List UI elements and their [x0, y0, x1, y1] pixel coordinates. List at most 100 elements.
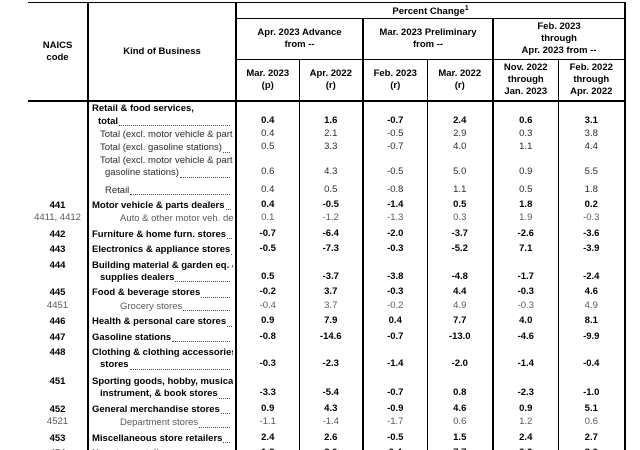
naics-code: 441 — [28, 197, 89, 213]
value-cell: 4.3 — [298, 154, 363, 180]
value-cell: -3.7 — [426, 225, 493, 242]
value-cell: 2.1 — [298, 127, 363, 142]
business-name-text: Health & personal care stores — [92, 316, 227, 328]
value-cell: 4.4 — [557, 141, 627, 155]
value-cell: -0.3 — [235, 344, 299, 372]
group-header-mar2023-preliminary: Mar. 2023 Preliminary from -- — [362, 18, 493, 61]
value-cell: -4.8 — [426, 256, 493, 285]
value-cell: -0.8 — [362, 179, 427, 197]
value-cell: -0.9 — [362, 400, 427, 417]
value-cell: -2.3 — [298, 344, 363, 372]
value-cell: 4.6 — [557, 284, 627, 300]
value-cell: 0.5 — [298, 179, 363, 197]
value-cell: 2.9 — [426, 127, 493, 142]
retail-sales-table-wrapper: NAICS code Kind of Business Percent Chan… — [28, 2, 627, 450]
value-cell: 0.6 — [426, 416, 493, 430]
value-cell: -0.7 — [362, 328, 427, 345]
value-cell: 0.4 — [235, 179, 299, 197]
col-header-mar2022r: Mar. 2022 (r) — [426, 59, 493, 103]
value-cell: -2.0 — [362, 225, 427, 242]
value-cell: 1.8 — [557, 179, 627, 197]
dot-leader — [175, 281, 230, 283]
value-cell: 0.9 — [492, 400, 558, 417]
value-cell: 0.2 — [557, 197, 627, 213]
dot-leader — [130, 194, 230, 195]
value-cell: -1.4 — [362, 344, 427, 372]
value-cell: -1.7 — [492, 256, 558, 285]
business-name-text: instrument, & book stores — [100, 388, 218, 400]
business-name-text: Retail & food services, — [92, 103, 194, 115]
table-row: 444 Building material & garden eq. & suppl… — [28, 256, 627, 285]
dot-leader — [179, 176, 230, 178]
business-name: Sporting goods, hobby, musical instrument… — [88, 371, 237, 401]
value-cell: -7.3 — [298, 241, 363, 257]
table-row: 4521 Department stores -1.1 -1.4 -1.7 0.6 1.2 0… — [28, 416, 627, 430]
dot-leader — [227, 238, 233, 240]
naics-code: 454 — [28, 444, 89, 450]
business-name-text: Department stores — [120, 417, 199, 429]
naics-code — [28, 127, 89, 142]
value-cell: -0.3 — [362, 284, 427, 300]
naics-code: 445 — [28, 284, 89, 300]
value-cell: -2.4 — [557, 256, 627, 285]
value-cell: -3.3 — [235, 371, 299, 401]
value-cell: 1.1 — [492, 141, 558, 155]
table-row: 4451 Grocery stores -0.4 3.7 -0.2 4.9 -0.3 4.9 — [28, 299, 627, 314]
value-cell: 2.7 — [557, 429, 627, 445]
table-row: 445 Food & beverage stores -0.2 3.7 -0.3 4.4-… — [28, 284, 627, 300]
business-name: Health & personal care stores — [88, 313, 237, 329]
table-row: 451 Sporting goods, hobby, musical instrum… — [28, 371, 627, 401]
value-cell: -6.4 — [298, 225, 363, 242]
table-row: Total (excl. motor vehicle & parts) 0.4 2.… — [28, 127, 627, 142]
value-cell: -3.8 — [362, 256, 427, 285]
value-cell: 7.1 — [492, 241, 558, 257]
table-row: 454Nonstore retailers1.28.00.47.72.28.0 — [28, 444, 627, 450]
naics-code: 4411, 4412 — [28, 212, 89, 226]
value-cell: -2.0 — [426, 344, 493, 372]
value-cell: 8.0 — [557, 444, 627, 450]
naics-header-line1: NAICS — [42, 39, 73, 51]
value-cell: 1.1 — [426, 179, 493, 197]
naics-code: 446 — [28, 313, 89, 329]
business-name-text: Building material & garden eq. & — [92, 259, 233, 271]
table-row: 446 Health & personal care stores 0.9 7.9 0.… — [28, 313, 627, 329]
value-cell: 7.9 — [298, 313, 363, 329]
naics-code: 452 — [28, 400, 89, 417]
naics-code: 442 — [28, 225, 89, 242]
business-name-text: Miscellaneous store retailers — [92, 432, 223, 444]
business-name-text: Auto & other motor veh. dealers — [120, 213, 233, 225]
table-row: Total (excl. motor vehicle & parts & gaso… — [28, 154, 627, 180]
value-cell: -0.7 — [362, 141, 427, 155]
value-cell: 1.8 — [492, 197, 558, 213]
table-row: 4411, 4412 Auto & other motor veh. dealer… — [28, 212, 627, 226]
business-name-text: Retail — [105, 184, 130, 196]
value-cell: 3.7 — [298, 284, 363, 300]
dot-leader — [218, 397, 230, 399]
value-cell: 0.4 — [235, 127, 299, 142]
value-cell: 8.0 — [298, 444, 363, 450]
business-name-text: Total (excl. motor vehicle & parts & — [100, 154, 233, 166]
value-cell: 4.0 — [492, 313, 558, 329]
business-name: Miscellaneous store retailers — [88, 429, 237, 445]
value-cell: 0.4 — [235, 197, 299, 213]
value-cell: 0.4 — [235, 101, 299, 128]
value-cell: -0.5 — [362, 429, 427, 445]
value-cell: -0.4 — [235, 299, 299, 314]
value-cell: 1.9 — [492, 212, 558, 226]
business-name: Total (excl. motor vehicle & parts) — [88, 127, 237, 142]
value-cell: -1.3 — [362, 212, 427, 226]
value-cell: -0.2 — [362, 299, 427, 314]
business-name-text: Furniture & home furn. stores — [92, 228, 227, 240]
business-name: Grocery stores — [88, 299, 237, 314]
value-cell: -0.7 — [362, 101, 427, 128]
business-name-text: gasoline stations) — [105, 167, 179, 179]
value-cell: -1.0 — [557, 371, 627, 401]
business-name: Food & beverage stores — [88, 284, 237, 300]
table-row: Total (excl. gasoline stations) 0.5 3.3 -0.… — [28, 141, 627, 155]
value-cell: 0.9 — [235, 313, 299, 329]
value-cell: -0.5 — [362, 154, 427, 180]
value-cell: 0.3 — [426, 212, 493, 226]
group-header-apr2023-advance: Apr. 2023 Advance from -- — [235, 18, 363, 61]
value-cell: -5.4 — [298, 371, 363, 401]
value-cell: -0.4 — [557, 344, 627, 372]
